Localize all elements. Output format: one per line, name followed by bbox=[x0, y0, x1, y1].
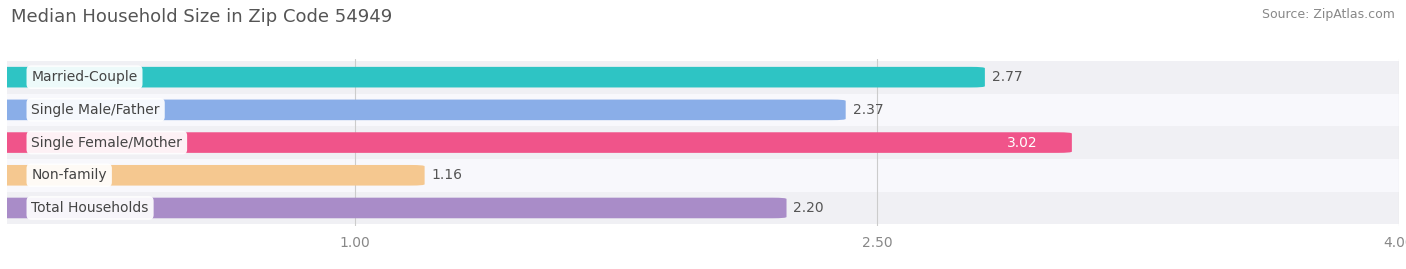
FancyBboxPatch shape bbox=[7, 94, 1399, 126]
FancyBboxPatch shape bbox=[0, 165, 425, 186]
Text: 2.77: 2.77 bbox=[991, 70, 1022, 84]
Text: 2.20: 2.20 bbox=[793, 201, 824, 215]
Text: Total Households: Total Households bbox=[31, 201, 149, 215]
Text: 2.37: 2.37 bbox=[852, 103, 883, 117]
Text: Married-Couple: Married-Couple bbox=[31, 70, 138, 84]
FancyBboxPatch shape bbox=[0, 67, 984, 87]
FancyBboxPatch shape bbox=[7, 126, 1399, 159]
FancyBboxPatch shape bbox=[7, 61, 1399, 94]
FancyBboxPatch shape bbox=[0, 100, 845, 120]
FancyBboxPatch shape bbox=[0, 198, 786, 218]
Text: Non-family: Non-family bbox=[31, 168, 107, 182]
FancyBboxPatch shape bbox=[7, 192, 1399, 224]
Text: Single Male/Father: Single Male/Father bbox=[31, 103, 160, 117]
Text: 3.02: 3.02 bbox=[1007, 136, 1038, 150]
Text: Source: ZipAtlas.com: Source: ZipAtlas.com bbox=[1261, 8, 1395, 21]
Text: Median Household Size in Zip Code 54949: Median Household Size in Zip Code 54949 bbox=[11, 8, 392, 26]
FancyBboxPatch shape bbox=[7, 159, 1399, 192]
FancyBboxPatch shape bbox=[0, 132, 1071, 153]
Text: 1.16: 1.16 bbox=[432, 168, 463, 182]
Text: Single Female/Mother: Single Female/Mother bbox=[31, 136, 183, 150]
